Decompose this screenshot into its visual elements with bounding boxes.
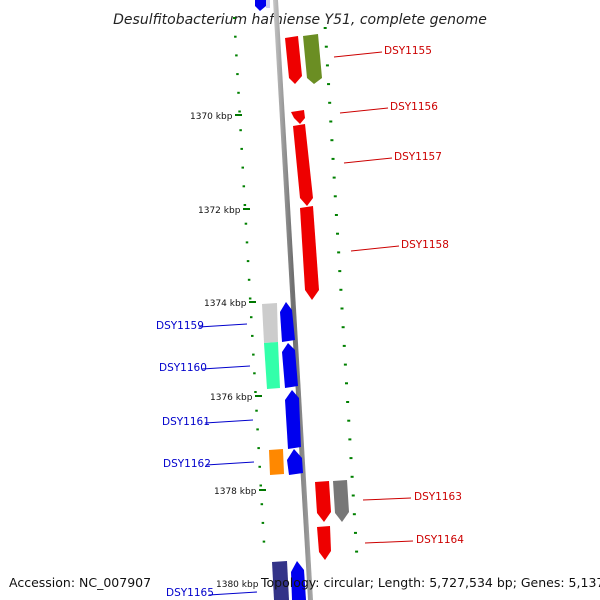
gc-skew-track-right — [323, 27, 359, 553]
gene-label-dsy1156[interactable]: DSY1156 — [390, 101, 438, 113]
scale-label-1376: 1376 kbp — [210, 393, 253, 403]
cog-dsy1159 — [262, 303, 278, 343]
gene-dsy1160[interactable] — [282, 343, 298, 388]
label-line-dsy1162 — [205, 461, 255, 466]
gene-label-dsy1164[interactable]: DSY1164 — [416, 534, 464, 546]
gene-dsy1155[interactable] — [285, 36, 302, 84]
gene-label-dsy1160[interactable]: DSY1160 — [159, 362, 207, 374]
gene-dsy1165[interactable] — [291, 561, 306, 600]
gene-label-dsy1159[interactable]: DSY1159 — [156, 320, 204, 332]
label-line-dsy1157 — [343, 157, 393, 164]
gene-label-dsy1157[interactable]: DSY1157 — [394, 151, 442, 163]
label-line-dsy1164 — [364, 540, 414, 544]
accession-text: Accession: NC_007907 — [9, 575, 151, 590]
label-line-dsy1163 — [362, 497, 412, 501]
genome-backbone — [273, 0, 313, 600]
topology-text: Topology: circular; Length: 5,727,534 bp… — [260, 575, 600, 590]
cog-partial-top — [266, 0, 270, 8]
footer-accession-bg — [6, 573, 150, 591]
label-line-dsy1161 — [204, 419, 254, 424]
gene-dsy1164[interactable] — [317, 526, 331, 560]
gene-dsy1158[interactable] — [300, 206, 319, 300]
scale-label-1380: 1380 kbp — [216, 580, 259, 590]
map-title: Desulfitobacterium hafniense Y51, comple… — [113, 12, 487, 28]
gene-label-dsy1162[interactable]: DSY1162 — [163, 458, 211, 470]
gene-dsy1163[interactable] — [315, 481, 331, 522]
label-line-dsy1156 — [339, 107, 389, 114]
scale-label-1370: 1370 kbp — [190, 112, 233, 122]
gene-label-dsy1155[interactable]: DSY1155 — [384, 45, 432, 57]
gene-label-dsy1165[interactable]: DSY1165 — [166, 587, 214, 599]
gene-dsy1162[interactable] — [287, 449, 303, 475]
gene-label-dsy1161[interactable]: DSY1161 — [162, 416, 210, 428]
scale-label-1378: 1378 kbp — [214, 487, 257, 497]
cog-dsy1165 — [272, 561, 289, 600]
cog-dsy1155 — [303, 34, 322, 84]
gene-dsy1157[interactable] — [293, 124, 313, 206]
gene-dsy1159[interactable] — [280, 302, 295, 342]
label-line-dsy1160 — [201, 365, 251, 370]
gc-skew-track-left — [233, 17, 266, 543]
label-line-dsy1165 — [208, 591, 258, 596]
label-line-dsy1158 — [350, 245, 400, 252]
label-line-dsy1159 — [198, 323, 248, 328]
cog-dsy1160 — [264, 342, 280, 389]
gene-dsy1156[interactable] — [291, 110, 305, 124]
label-line-dsy1155 — [333, 51, 383, 58]
scale-label-1372: 1372 kbp — [198, 206, 241, 216]
gene-partial-top[interactable] — [255, 0, 266, 11]
cog-dsy1162 — [269, 449, 284, 475]
gene-label-dsy1158[interactable]: DSY1158 — [401, 239, 449, 251]
cog-dsy1163 — [333, 480, 349, 522]
gene-label-dsy1163[interactable]: DSY1163 — [414, 491, 462, 503]
scale-label-1374: 1374 kbp — [204, 299, 247, 309]
gene-dsy1161[interactable] — [285, 390, 301, 449]
